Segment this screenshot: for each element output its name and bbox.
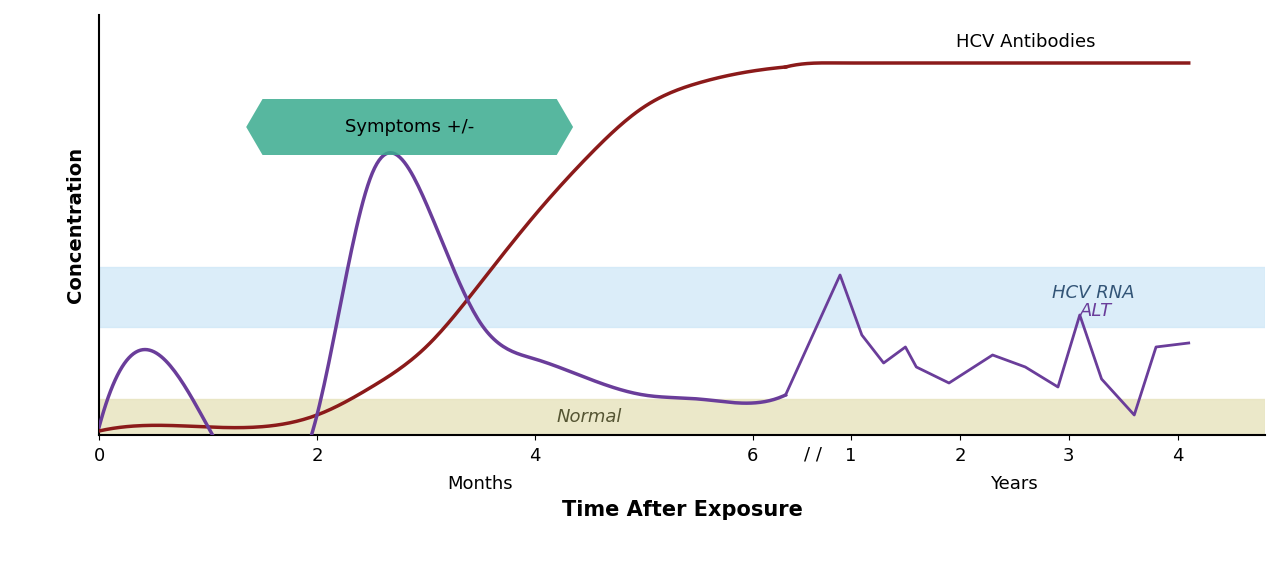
Text: Normal: Normal <box>557 408 622 426</box>
Text: / /: / / <box>804 446 822 464</box>
Text: Years: Years <box>991 475 1038 493</box>
Bar <box>99 399 1265 435</box>
Text: HCV RNA: HCV RNA <box>1052 284 1134 302</box>
Text: Symptoms +/-: Symptoms +/- <box>346 118 475 136</box>
Text: Months: Months <box>448 475 513 493</box>
X-axis label: Time After Exposure: Time After Exposure <box>562 500 803 519</box>
Text: ALT: ALT <box>1080 302 1112 320</box>
Bar <box>99 267 1265 327</box>
Text: HCV Antibodies: HCV Antibodies <box>956 33 1094 51</box>
Y-axis label: Concentration: Concentration <box>67 147 86 303</box>
Polygon shape <box>246 99 573 155</box>
